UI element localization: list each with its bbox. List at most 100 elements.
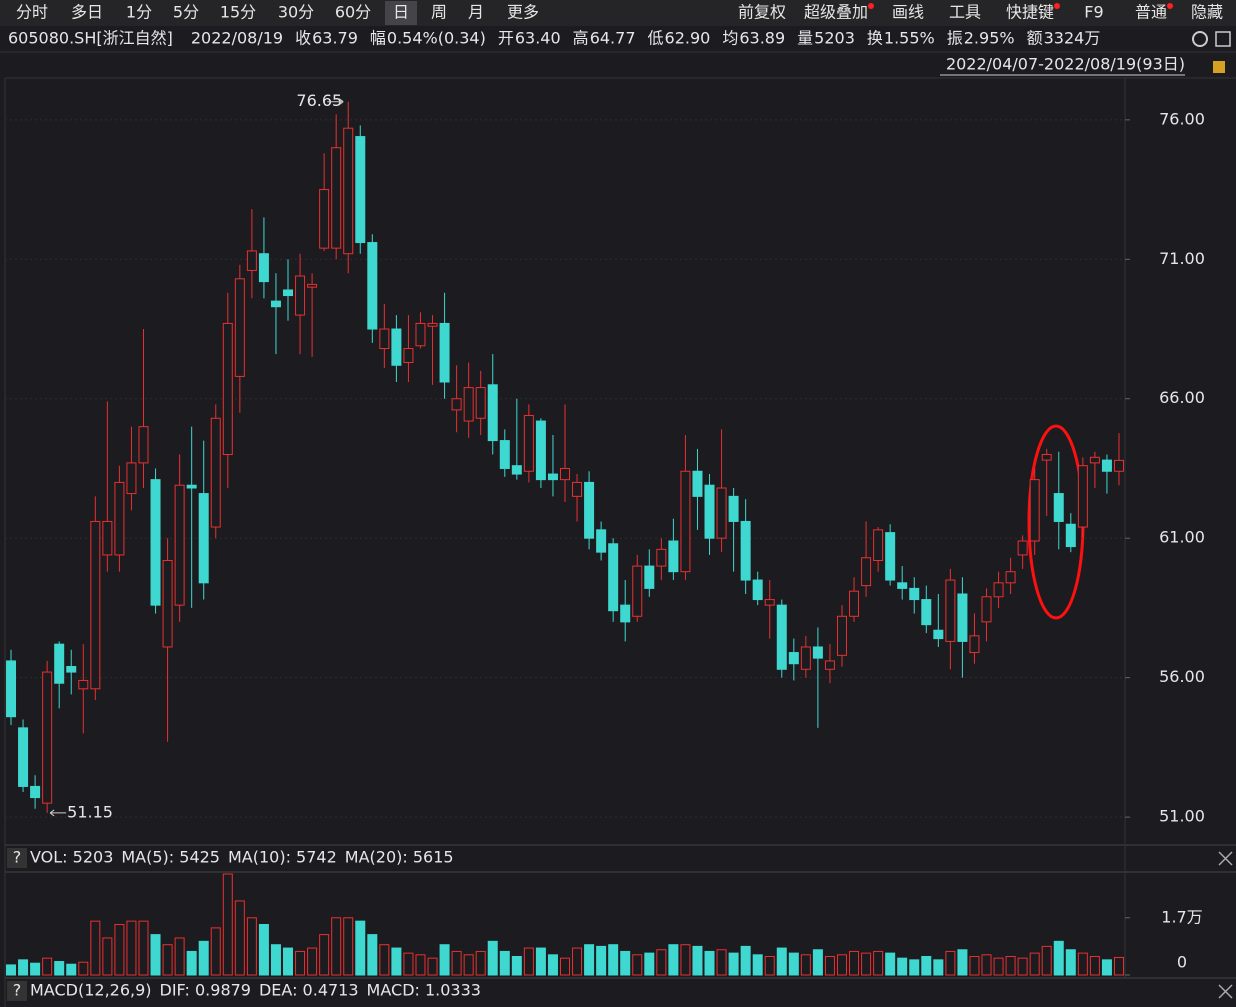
volume-bar xyxy=(680,944,691,976)
toolbar-button[interactable]: 普通 xyxy=(1135,3,1167,22)
candle-body xyxy=(716,487,727,539)
volume-bar xyxy=(487,940,498,976)
candle-body xyxy=(752,579,763,601)
volume-bar xyxy=(222,873,233,976)
tab[interactable]: 更多 xyxy=(507,3,539,22)
candle-body xyxy=(258,253,269,283)
candle-body xyxy=(764,599,775,606)
help-box[interactable] xyxy=(7,848,27,868)
date-range: 2022/04/07-2022/08/19(93日) xyxy=(946,55,1185,74)
indicator-value: DIF: 0.9879 xyxy=(160,981,251,1000)
candle-body xyxy=(800,646,811,670)
volume-bar xyxy=(608,944,619,976)
candle-body xyxy=(620,604,631,623)
volume-bar xyxy=(764,955,775,976)
y-tick-label: 0 xyxy=(1177,953,1187,972)
toolbar-button[interactable]: 画线 xyxy=(892,3,924,22)
volume-bar xyxy=(1053,940,1064,976)
volume-bar xyxy=(644,952,655,976)
volume-bar xyxy=(1077,952,1088,976)
close-icon[interactable] xyxy=(1218,984,1233,999)
lock-icon[interactable] xyxy=(1213,61,1225,73)
indicator-value: DEA: 0.4713 xyxy=(259,981,359,1000)
candle-body xyxy=(1053,493,1064,522)
selected-tab-bg xyxy=(385,1,417,25)
info-label: 收 xyxy=(295,29,311,48)
tab[interactable]: 1分 xyxy=(126,3,152,22)
settings-icon[interactable] xyxy=(1192,31,1208,47)
tab[interactable]: 分时 xyxy=(16,3,48,22)
close-icon[interactable] xyxy=(1218,851,1233,866)
toolbar-button[interactable]: 快捷键 xyxy=(1006,3,1054,22)
candle-body xyxy=(30,785,41,799)
volume-bar xyxy=(162,944,173,976)
volume-bar xyxy=(258,924,269,976)
candle-body xyxy=(812,646,823,659)
tab[interactable]: 日 xyxy=(393,3,409,22)
toolbar-button[interactable]: F9 xyxy=(1084,3,1103,22)
toolbar-button[interactable]: 工具 xyxy=(949,3,981,22)
candle-body xyxy=(198,493,209,584)
volume-bar xyxy=(656,949,667,976)
volume-bar xyxy=(692,945,703,976)
tab[interactable]: 5分 xyxy=(173,3,199,22)
indicator-value: MA(20): 5615 xyxy=(345,848,454,867)
volume-bar xyxy=(475,950,486,976)
candle-body xyxy=(439,322,450,383)
candle-body xyxy=(90,520,101,690)
export-icon[interactable] xyxy=(1215,31,1231,47)
tab[interactable]: 月 xyxy=(468,3,484,22)
tab[interactable]: 多日 xyxy=(71,3,103,22)
candle-body xyxy=(1113,459,1124,472)
tab[interactable]: 周 xyxy=(431,3,447,22)
y-tick-label: 56.00 xyxy=(1159,667,1205,686)
volume-bar xyxy=(331,917,342,976)
volume-bar xyxy=(511,955,522,976)
candle-body xyxy=(451,398,462,411)
volume-bar xyxy=(343,917,354,976)
volume-bar xyxy=(788,952,799,976)
tab[interactable]: 30分 xyxy=(278,3,314,22)
info-label: 幅 xyxy=(370,29,386,48)
info-label: 低 xyxy=(648,29,664,48)
info-label: 换 xyxy=(867,29,883,48)
volume-bar xyxy=(957,949,968,976)
candle-body xyxy=(885,532,896,581)
y-tick-label: 66.00 xyxy=(1159,388,1205,407)
info-value: 63.89 xyxy=(739,29,785,48)
toolbar-button[interactable]: 前复权 xyxy=(738,3,786,22)
volume-bar xyxy=(1005,955,1016,976)
toolbar-bg xyxy=(0,0,1236,26)
toolbar-button[interactable]: 隐藏 xyxy=(1191,3,1223,22)
volume-bar xyxy=(716,949,727,976)
tab[interactable]: 15分 xyxy=(220,3,256,22)
toolbar-button[interactable]: 超级叠加 xyxy=(804,3,868,22)
volume-bar xyxy=(572,947,583,976)
candle-body xyxy=(487,384,498,442)
volume-bar xyxy=(451,950,462,976)
candle-body xyxy=(427,322,438,327)
volume-bar xyxy=(560,957,570,976)
volume-bar xyxy=(1089,955,1100,976)
annotation-arrow xyxy=(327,98,344,106)
volume-bar xyxy=(981,954,992,976)
candle-body xyxy=(246,250,257,271)
candle-body xyxy=(6,660,17,718)
volume-bar xyxy=(415,954,426,976)
volume-bar xyxy=(246,917,257,976)
candle-body xyxy=(343,127,354,255)
tab[interactable]: 60分 xyxy=(335,3,371,22)
candle-body xyxy=(138,426,149,464)
candle-body xyxy=(572,481,583,497)
info-value: 3324万 xyxy=(1044,29,1101,48)
candle-body xyxy=(824,660,835,670)
candle-body xyxy=(102,520,113,556)
notify-dot xyxy=(1054,3,1061,9)
volume-bar xyxy=(523,947,534,976)
candle-body xyxy=(596,529,607,553)
volume-bar xyxy=(728,952,739,976)
help-box[interactable] xyxy=(7,981,27,1001)
volume-bar xyxy=(547,954,558,976)
volume-bar xyxy=(1017,957,1028,976)
volume-bar xyxy=(295,950,306,976)
